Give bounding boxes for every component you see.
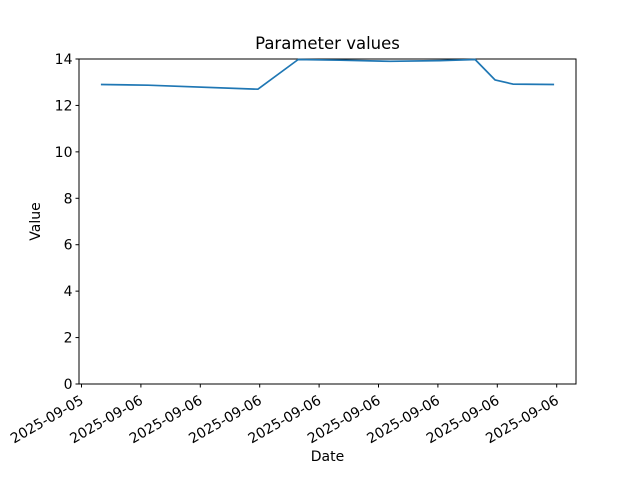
y-tick-label: 8 bbox=[64, 191, 73, 207]
y-tick-label: 6 bbox=[64, 238, 73, 254]
y-axis-ticks: 0 2 4 6 8 10 12 14 bbox=[55, 52, 79, 393]
y-tick-label: 4 bbox=[64, 284, 73, 300]
y-tick-label: 2 bbox=[64, 331, 73, 347]
data-line bbox=[100, 58, 555, 91]
y-tick-label: 14 bbox=[55, 52, 73, 68]
y-tick-label: 0 bbox=[64, 377, 73, 393]
plot-area bbox=[78, 58, 577, 385]
y-tick-label: 12 bbox=[55, 98, 73, 114]
y-tick-label: 10 bbox=[55, 145, 73, 161]
chart-title: Parameter values bbox=[255, 34, 400, 53]
x-axis-ticks: 2025-09-052025-09-062025-09-062025-09-06… bbox=[8, 384, 562, 447]
y-axis-label: Value bbox=[28, 202, 44, 240]
x-axis-label: Date bbox=[311, 449, 344, 465]
